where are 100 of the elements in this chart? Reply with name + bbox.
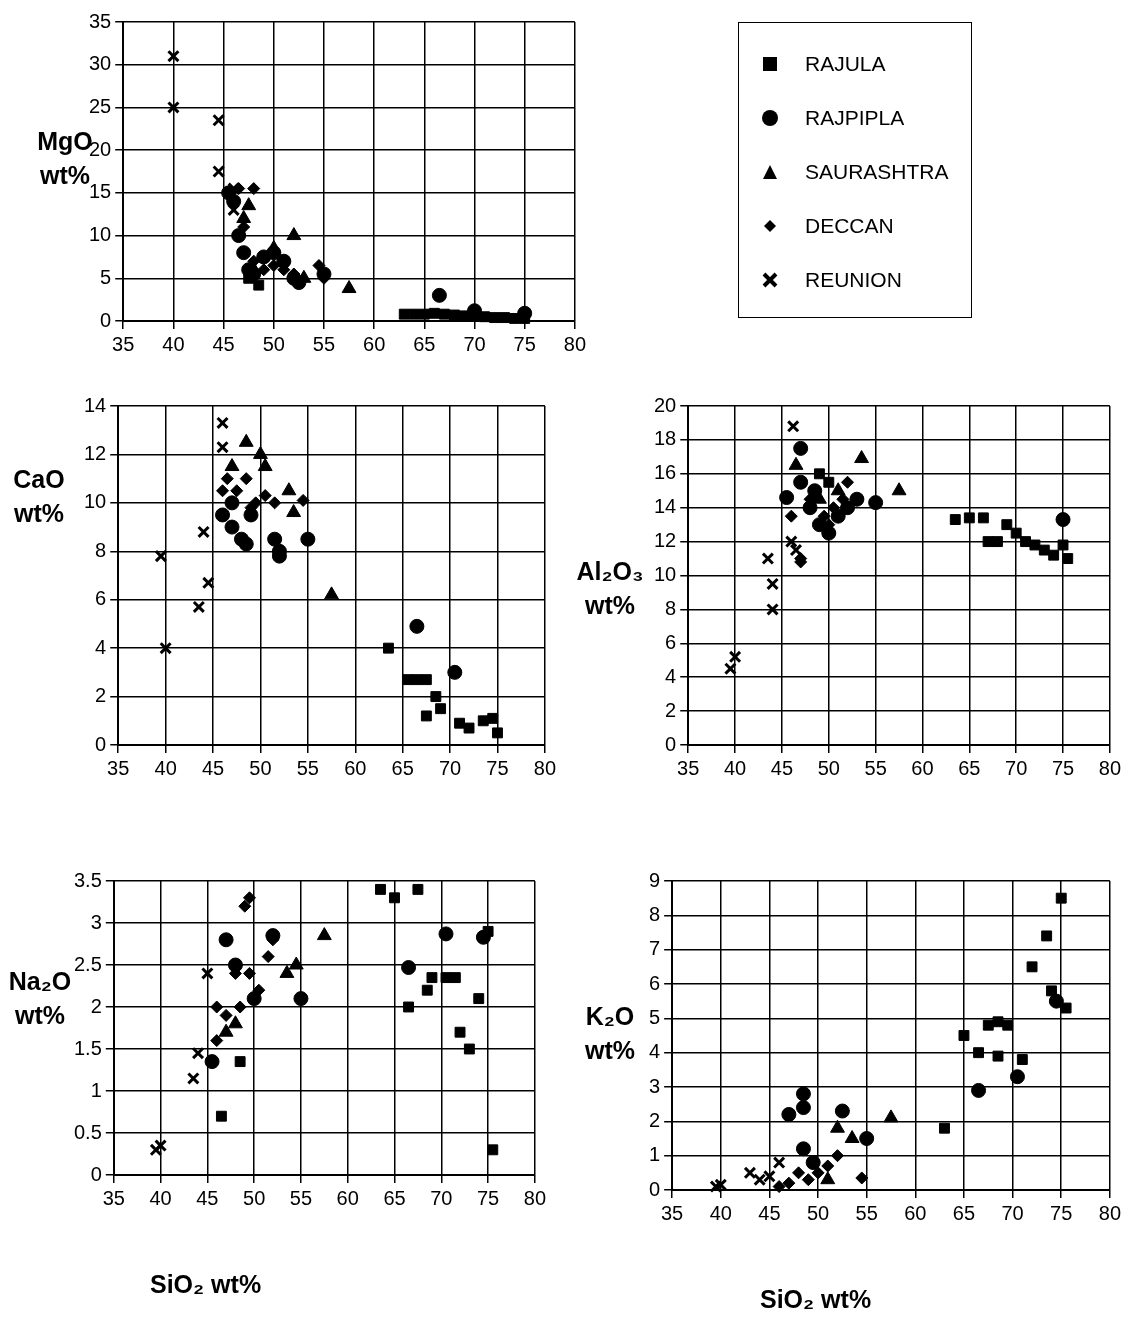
x-tick-label: 55 bbox=[289, 1186, 313, 1209]
x-tick-label: 55 bbox=[296, 756, 319, 779]
y-tick-label: 10 bbox=[654, 563, 677, 586]
y-tick-label: 14 bbox=[654, 495, 677, 518]
legend-label: RAJPIPLA bbox=[805, 106, 905, 130]
legend-label: SAURASHTRA bbox=[805, 160, 949, 184]
y-tick-label: 7 bbox=[649, 937, 661, 960]
y-tick-label: 20 bbox=[654, 393, 677, 416]
x-tick-label: 40 bbox=[154, 756, 177, 779]
x-tick-label: 75 bbox=[513, 332, 536, 355]
x-tick-label: 70 bbox=[1005, 756, 1028, 779]
x-tick-label: 50 bbox=[262, 332, 285, 355]
x-tick-label: 50 bbox=[817, 756, 840, 779]
y-axis-title: Na₂O wt% bbox=[8, 967, 72, 1029]
y-tick-label: 0 bbox=[665, 732, 677, 755]
y-tick-label: 3 bbox=[90, 910, 102, 933]
y-tick-label: 30 bbox=[89, 52, 112, 75]
y-tick-label: 4 bbox=[95, 635, 107, 658]
x-tick-label: 65 bbox=[958, 756, 981, 779]
x-tick-label: 60 bbox=[363, 332, 386, 355]
x-tick-label: 60 bbox=[336, 1186, 359, 1209]
x-tick-label: 75 bbox=[1050, 1201, 1073, 1224]
y-tick-label: 15 bbox=[89, 180, 112, 203]
x-tick-label: 75 bbox=[476, 1186, 500, 1209]
y-tick-label: 0 bbox=[95, 732, 107, 755]
x-tick-label: 80 bbox=[563, 332, 586, 355]
x-tick-label: 70 bbox=[1001, 1201, 1024, 1224]
y-axis-title: Al₂O₃ wt% bbox=[576, 557, 644, 619]
y-tick-label: 4 bbox=[649, 1040, 661, 1063]
y-tick-label: 35 bbox=[89, 9, 112, 32]
y-tick-label: 0 bbox=[100, 308, 112, 331]
y-tick-label: 0 bbox=[649, 1177, 661, 1200]
y-tick-label: 6 bbox=[649, 971, 661, 994]
x-tick-label: 60 bbox=[911, 756, 934, 779]
x-tick-label: 50 bbox=[806, 1201, 830, 1224]
y-tick-label: 1 bbox=[90, 1078, 102, 1101]
x-tick-label: 40 bbox=[149, 1186, 172, 1209]
x-tick-label: 65 bbox=[413, 332, 436, 355]
x-tick-label: 70 bbox=[438, 756, 462, 779]
y-tick-label: 5 bbox=[649, 1005, 661, 1028]
x-tick-label: 40 bbox=[162, 332, 185, 355]
y-tick-label: 5 bbox=[100, 265, 112, 288]
y-tick-label: 12 bbox=[84, 441, 107, 464]
y-tick-label: 6 bbox=[95, 587, 107, 610]
y-tick-label: 1 bbox=[649, 1143, 661, 1166]
x-tick-label: 65 bbox=[383, 1186, 406, 1209]
x-tick-label: 60 bbox=[904, 1201, 927, 1224]
y-tick-label: 2 bbox=[665, 698, 677, 721]
y-tick-label: 25 bbox=[89, 94, 112, 117]
y-tick-label: 8 bbox=[649, 902, 661, 925]
x-tick-label: 60 bbox=[344, 756, 367, 779]
x-tick-label: 50 bbox=[243, 1186, 266, 1209]
y-axis-title: K₂O wt% bbox=[585, 1002, 635, 1064]
legend-label: REUNION bbox=[805, 268, 902, 292]
y-tick-label: 6 bbox=[665, 630, 677, 653]
y-tick-label: 3 bbox=[649, 1074, 661, 1097]
x-tick-label: 75 bbox=[1051, 756, 1075, 779]
legend-label: DECCAN bbox=[805, 214, 894, 238]
x-tick-label: 80 bbox=[1098, 1201, 1121, 1224]
x-tick-label: 70 bbox=[463, 332, 486, 355]
y-axis-title: CaO wt% bbox=[12, 464, 66, 529]
y-tick-label: 0 bbox=[90, 1162, 102, 1185]
x-tick-label: 80 bbox=[523, 1186, 546, 1209]
x-tick-label: 45 bbox=[770, 756, 794, 779]
x-tick-label: 40 bbox=[723, 756, 747, 779]
y-tick-label: 8 bbox=[665, 596, 677, 619]
y-tick-label: 0.5 bbox=[73, 1120, 102, 1143]
x-axis-title: SiO₂ wt% bbox=[760, 1285, 872, 1314]
y-tick-label: 8 bbox=[95, 538, 107, 561]
y-tick-label: 2.5 bbox=[73, 952, 102, 975]
x-tick-label: 80 bbox=[1098, 756, 1121, 779]
y-tick-label: 4 bbox=[665, 664, 677, 687]
y-tick-label: 3.5 bbox=[73, 868, 102, 891]
x-tick-label: 45 bbox=[758, 1201, 781, 1224]
x-axis-title: SiO₂ wt% bbox=[150, 1270, 262, 1299]
y-tick-label: 2 bbox=[95, 684, 107, 707]
legend-label: RAJULA bbox=[805, 52, 886, 76]
x-tick-label: 70 bbox=[430, 1186, 453, 1209]
x-tick-label: 65 bbox=[391, 756, 414, 779]
x-tick-label: 55 bbox=[864, 756, 887, 779]
y-tick-label: 2 bbox=[90, 994, 102, 1017]
x-tick-label: 80 bbox=[533, 756, 556, 779]
y-tick-label: 10 bbox=[89, 223, 112, 246]
y-tick-label: 18 bbox=[654, 427, 677, 450]
x-tick-label: 40 bbox=[709, 1201, 732, 1224]
y-tick-label: 2 bbox=[649, 1108, 661, 1131]
y-tick-label: 9 bbox=[649, 868, 661, 891]
x-tick-label: 65 bbox=[952, 1201, 976, 1224]
x-tick-label: 50 bbox=[249, 756, 272, 779]
y-tick-label: 1.5 bbox=[73, 1036, 102, 1059]
y-tick-label: 16 bbox=[654, 461, 677, 484]
x-tick-label: 55 bbox=[312, 332, 336, 355]
x-tick-label: 45 bbox=[201, 756, 225, 779]
x-tick-label: 45 bbox=[212, 332, 235, 355]
x-tick-label: 45 bbox=[196, 1186, 219, 1209]
x-tick-label: 55 bbox=[855, 1201, 878, 1224]
y-tick-label: 10 bbox=[84, 490, 107, 513]
y-tick-label: 14 bbox=[84, 393, 107, 416]
y-tick-label: 12 bbox=[654, 529, 677, 552]
x-tick-label: 75 bbox=[486, 756, 509, 779]
